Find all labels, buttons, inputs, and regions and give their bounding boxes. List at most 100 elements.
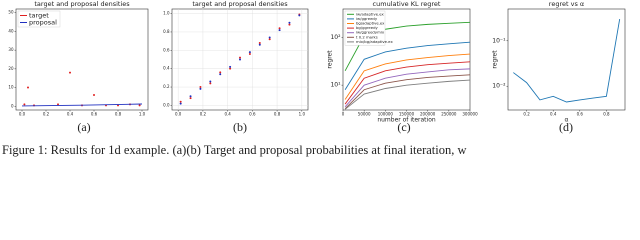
legend-label: mix/bg/adaptive.ex [356, 39, 393, 44]
x-tick-label: 0.8 [603, 112, 610, 117]
y-tick-label: 10 [8, 85, 14, 90]
x-tick-label: 0.6 [577, 112, 584, 117]
x-tick-label: 100000 [378, 112, 394, 117]
point [288, 21, 291, 24]
plot-frame [171, 8, 309, 111]
legend-label: iw/ggreedymix [356, 30, 385, 35]
y-axis-label: regret [327, 50, 334, 69]
chart-title: target and proposal densities [192, 0, 288, 8]
x-tick-label: 0.2 [200, 112, 207, 117]
line [344, 79, 471, 110]
point [23, 103, 26, 106]
x-tick-label: 200000 [420, 112, 436, 117]
point [219, 71, 222, 74]
point [239, 56, 241, 59]
plot-frame [15, 8, 149, 111]
x-tick-label: 0.0 [175, 112, 182, 117]
point [268, 36, 271, 39]
x-tick-label: 250000 [441, 112, 457, 117]
point [258, 43, 261, 46]
x-tick-label: 0.0 [19, 112, 26, 117]
x-tick-label: 0.4 [67, 112, 74, 117]
line [344, 41, 471, 90]
point [57, 103, 59, 106]
point [219, 73, 222, 76]
x-axis-label: α [565, 117, 569, 124]
y-tick-label: 30 [8, 47, 14, 52]
legend-box [17, 10, 61, 28]
y-tick-label: 40 [8, 28, 14, 33]
x-tick-label: 150000 [399, 112, 415, 117]
figure: (a) (b) (c) (d) Figure 1: Results for 1d… [2, 0, 626, 157]
figure-caption: Figure 1: Results for 1d example. (a)(b)… [2, 143, 467, 157]
point [278, 29, 281, 32]
point [93, 94, 95, 97]
legend-label: iw/ggreedy [356, 16, 378, 21]
point [209, 82, 212, 85]
legend-label: bg/ggreedy [356, 25, 378, 30]
point [138, 104, 141, 107]
point [199, 86, 202, 89]
x-tick-label: 0.4 [550, 112, 557, 117]
x-tick-label: 0.6 [91, 112, 98, 117]
line [21, 103, 143, 107]
chart-title: target and proposal densities [34, 0, 130, 8]
point [209, 80, 212, 83]
point [69, 71, 71, 74]
x-tick-label: 1.0 [139, 112, 146, 117]
y-tick-label: 0.0 [163, 102, 170, 107]
y-tick-label: 10⁻² [492, 83, 506, 90]
point [239, 58, 241, 61]
chart-title: cumulative KL regret [373, 0, 441, 8]
point [189, 97, 192, 100]
line [344, 68, 471, 108]
legend-label: t 0.2 marks [356, 34, 378, 39]
y-tick-label: 0.6 [163, 47, 170, 52]
point [298, 14, 301, 17]
legend-label: iw/adaptive.ex [356, 11, 385, 16]
y-tick-label: 0.2 [163, 84, 170, 89]
point [189, 95, 192, 98]
line [344, 74, 471, 109]
subcaption: (a) [77, 120, 90, 134]
x-tick-label: 0.4 [224, 112, 231, 117]
point [258, 41, 261, 44]
legend-label: bg/adaptive.ex [356, 21, 385, 26]
legend-label: proposal [29, 19, 57, 27]
point [199, 87, 202, 90]
point [229, 67, 232, 70]
line [513, 19, 621, 103]
x-axis-label: number of iteration [377, 117, 436, 124]
point [179, 100, 182, 103]
y-tick-label: 0 [11, 103, 14, 108]
y-tick-label: 20 [8, 66, 14, 71]
y-tick-label: 10⁻¹ [492, 37, 506, 44]
x-tick-label: 0.8 [274, 112, 281, 117]
y-tick-label: 10¹ [330, 82, 341, 89]
subcaption: (b) [233, 120, 247, 134]
y-tick-label: 10² [330, 34, 341, 41]
point [27, 86, 29, 89]
subcaption: (d) [559, 120, 573, 134]
point [248, 51, 251, 54]
y-tick-label: 0.4 [163, 66, 170, 71]
plot-frame [507, 8, 626, 111]
y-tick-label: 1.0 [163, 11, 170, 16]
x-tick-label: 0 [342, 112, 345, 117]
point [278, 27, 281, 30]
x-tick-label: 0.2 [43, 112, 50, 117]
point [229, 65, 232, 68]
point [248, 52, 251, 55]
line [344, 53, 471, 100]
x-tick-label: 0.2 [523, 112, 530, 117]
y-tick-label: 50 [8, 10, 14, 15]
x-tick-label: 0.6 [249, 112, 256, 117]
x-tick-label: 50000 [358, 112, 371, 117]
legend-label: target [29, 12, 49, 20]
x-tick-label: 1.0 [299, 112, 306, 117]
point [179, 102, 182, 105]
x-tick-label: 300000 [462, 112, 478, 117]
point [288, 23, 291, 26]
y-tick-label: 0.8 [163, 29, 170, 34]
chart-title: regret vs α [549, 0, 584, 8]
